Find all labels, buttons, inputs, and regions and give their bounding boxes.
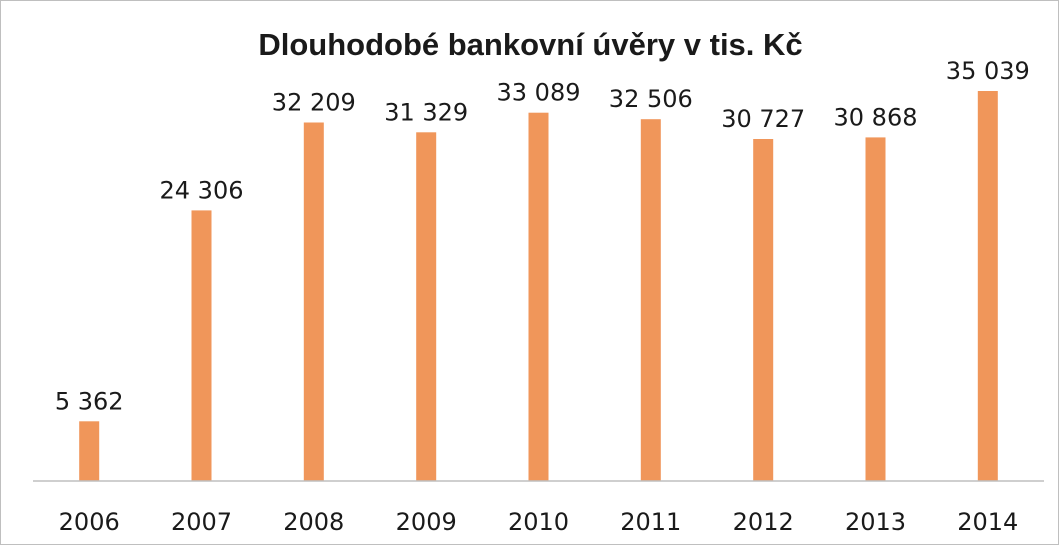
bar-2014 [977,91,998,481]
bar-2008 [303,122,324,481]
data-label-2011: 32 506 [609,85,693,113]
x-tick-label-2010: 2010 [508,508,569,536]
data-label-2014: 35 039 [946,57,1030,85]
bar-2007 [191,210,212,481]
bar-2009 [416,132,437,482]
x-tick-label-2013: 2013 [845,508,906,536]
x-tick-label-2011: 2011 [620,508,681,536]
x-tick-label-2014: 2014 [957,508,1018,536]
x-tick-label-2008: 2008 [283,508,344,536]
data-label-2009: 31 329 [384,98,468,126]
data-label-2010: 33 089 [497,79,581,107]
bar-2010 [528,112,549,481]
chart-title: Dlouhodobé bankovní úvěry v tis. Kč [258,27,803,62]
bar-2011 [640,119,661,481]
data-label-2013: 30 868 [834,103,918,131]
x-tick-label-2006: 2006 [59,508,120,536]
x-tick-label-2007: 2007 [171,508,232,536]
data-label-2008: 32 209 [272,89,356,117]
bar-series [79,91,998,482]
bar-2006 [79,421,100,481]
bar-2013 [865,137,886,481]
bar-2012 [753,139,774,481]
data-label-2006: 5 362 [55,387,124,415]
x-axis-ticks: 2006 2007 2008 2009 2010 2011 2012 2013 2014 [59,508,1019,536]
data-label-2007: 24 306 [160,176,244,204]
data-labels: 5 362 24 306 32 209 31 329 33 089 32 506 30 72… [55,57,1030,415]
x-tick-label-2009: 2009 [396,508,457,536]
x-tick-label-2012: 2012 [733,508,794,536]
data-label-2012: 30 727 [721,105,805,133]
